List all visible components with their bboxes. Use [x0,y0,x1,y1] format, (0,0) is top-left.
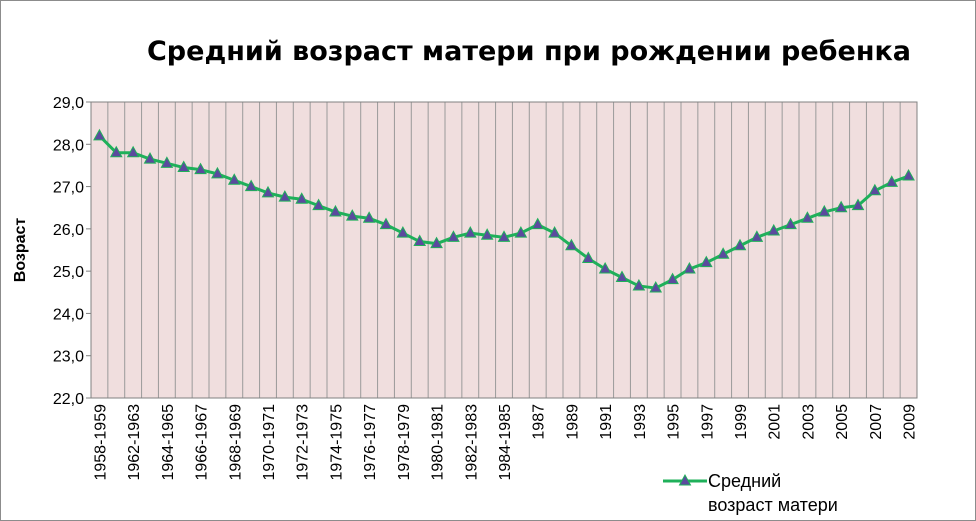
data-point-marker [143,152,157,164]
data-point-marker [345,209,359,221]
grid-layer [90,101,918,399]
x-tick-label: 1966-1967 [194,404,211,481]
x-tick-label: 1993 [632,404,649,440]
x-tick-label: 1999 [733,404,750,440]
data-point-marker [666,272,679,285]
data-point-marker [784,217,797,230]
data-point-marker [447,230,460,242]
data-point-marker [750,230,764,242]
x-tick-label: 1962-1963 [126,404,143,481]
axis-layer [86,101,917,399]
x-tick-label: 1978-1979 [396,404,413,481]
legend-label-line2: возраст матери [708,495,838,515]
x-tick-label: 1995 [666,404,683,440]
plot-area [91,102,917,398]
y-tick-label: 29,0 [53,95,84,112]
chart-title: Средний возраст матери при рождении ребе… [147,36,911,67]
data-point-marker [615,270,629,282]
data-point-marker [851,198,865,211]
data-point-marker [278,190,292,202]
x-tick-label: 1991 [598,404,615,440]
y-axis-label: Возраст [12,218,29,283]
x-tick-label: 2001 [767,404,784,440]
x-tick-label: 1964-1965 [160,404,177,481]
data-point-marker [497,230,511,242]
data-point-marker [295,192,309,204]
x-tick-label: 2003 [800,404,817,440]
data-point-marker [514,226,528,238]
data-point-marker [160,156,174,168]
data-point-marker [565,238,578,251]
data-point-marker [126,145,140,158]
data-point-marker [413,234,427,247]
data-point-marker [834,200,848,213]
x-tick-label: 1976-1977 [362,404,379,481]
data-point-marker [396,226,410,238]
data-point-marker [581,251,595,263]
y-tick-label: 28,0 [53,137,84,154]
y-tick-label: 26,0 [53,222,84,239]
x-tick-label: 1974-1975 [328,404,345,481]
data-point-marker [480,228,494,240]
data-point-marker [767,223,781,236]
legend-marker-triangle-icon [678,473,692,486]
data-point-marker [683,261,696,274]
x-tick-label: 1987 [531,404,548,440]
data-point-marker [244,179,258,192]
data-point-marker [329,204,342,217]
data-point-marker [733,238,747,251]
x-tick-label: 1980-1981 [430,404,447,481]
data-point-marker [902,168,915,181]
series-layer [93,128,915,293]
x-tick-label: 1989 [564,404,581,440]
data-point-marker [868,183,882,196]
data-point-marker [801,211,814,223]
legend-label-line1: Средний [708,471,781,491]
data-point-marker [598,261,612,274]
data-point-marker [211,166,224,179]
data-point-marker [885,175,899,187]
data-point-marker [632,278,646,291]
data-point-marker [93,128,106,141]
y-tick-label: 23,0 [53,349,84,366]
data-point-marker [379,217,393,230]
data-point-marker [362,211,376,223]
data-point-marker [463,226,477,238]
x-tick-label: 1997 [699,404,716,440]
data-point-marker [109,145,123,158]
data-point-marker [548,226,561,238]
data-point-marker [177,160,191,173]
x-tick-label: 2007 [868,404,885,440]
x-tick-label: 2009 [902,404,919,440]
y-tick-label: 27,0 [53,180,84,197]
y-tick-label: 22,0 [53,391,84,408]
data-point-marker [817,204,831,217]
x-tick-label: 2005 [834,404,851,440]
x-tick-labels: 1958-1959 1962-1963 1964-1965 1966-1967 1968… [92,404,918,481]
data-point-marker [430,236,443,249]
data-point-marker [531,217,545,230]
data-point-marker [227,173,241,185]
data-point-marker [261,185,275,198]
y-tick-label: 25,0 [53,264,84,281]
x-tick-label: 1970-1971 [261,404,278,481]
x-tick-label: 1982-1983 [463,404,480,481]
y-tick-labels: 22,0 23,0 24,0 25,0 26,0 27,0 28,0 29,0 [53,95,84,408]
data-point-marker [716,247,730,259]
data-point-marker [312,198,325,211]
data-point-marker [649,281,663,293]
legend: Средний возраст матери [663,471,838,515]
x-tick-label: 1958-1959 [92,404,109,481]
x-tick-label: 1984-1985 [497,404,514,481]
x-tick-label: 1968-1969 [227,404,244,481]
data-point-marker [699,255,713,268]
x-tick-label: 1972-1973 [295,404,312,481]
y-tick-label: 24,0 [53,306,84,323]
data-point-marker [194,162,207,175]
